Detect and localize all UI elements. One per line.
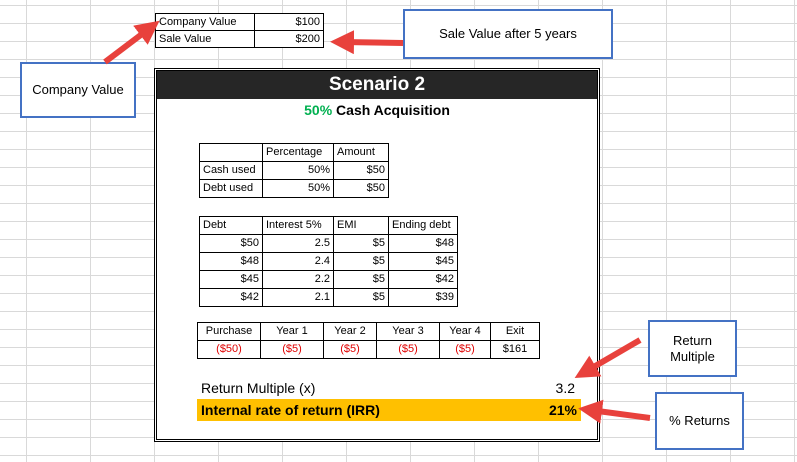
table-header-cell[interactable]: Year 4 — [439, 322, 491, 341]
arrow-icon — [578, 399, 651, 424]
table-row: Company Value $100 — [155, 13, 324, 31]
company-value-callout: Company Value — [20, 62, 136, 118]
table-cell[interactable]: ($5) — [439, 340, 491, 359]
table-row: Percentage Amount — [199, 143, 389, 162]
table-header-cell[interactable]: Ending debt — [388, 216, 458, 235]
irr-value[interactable]: 21% — [548, 402, 577, 418]
return-multiple-row: Return Multiple (x) 3.2 — [199, 377, 581, 399]
table-cell[interactable]: 50% — [262, 179, 334, 198]
irr-label[interactable]: Internal rate of return (IRR) — [201, 402, 380, 418]
returns-callout: % Returns — [655, 392, 744, 450]
arrow-icon — [103, 20, 160, 65]
table-cell[interactable]: $50 — [333, 179, 389, 198]
company-value-table: Company Value $100 Sale Value $200 — [155, 13, 324, 48]
funding-mix-table: Percentage Amount Cash used 50% $50 Debt… — [199, 143, 389, 198]
table-cell[interactable]: $5 — [333, 252, 389, 271]
table-cell[interactable]: ($50) — [197, 340, 261, 359]
sale-value-cell[interactable]: $200 — [254, 30, 324, 48]
table-row: ($50) ($5) ($5) ($5) ($5) $161 — [197, 340, 540, 359]
subtitle-percent: 50% — [304, 102, 333, 118]
scenario-panel-inner: Scenario 2 50% Cash Acquisition Percenta… — [156, 70, 598, 440]
table-cell[interactable]: $42 — [199, 288, 263, 307]
table-row: Sale Value $200 — [155, 30, 324, 48]
table-cell[interactable]: $39 — [388, 288, 458, 307]
table-row: Debt used 50% $50 — [199, 179, 389, 198]
table-cell[interactable]: $161 — [490, 340, 540, 359]
table-header-cell[interactable]: Debt — [199, 216, 263, 235]
irr-row: Internal rate of return (IRR) 21% — [197, 399, 581, 421]
cash-flow-table: Purchase Year 1 Year 2 Year 3 Year 4 Exi… — [197, 322, 540, 359]
table-row: $42 2.1 $5 $39 — [199, 288, 458, 307]
table-cell[interactable]: ($5) — [323, 340, 377, 359]
return-multiple-value[interactable]: 3.2 — [555, 380, 575, 396]
table-row: $50 2.5 $5 $48 — [199, 234, 458, 253]
scenario-panel: Scenario 2 50% Cash Acquisition Percenta… — [154, 68, 600, 442]
return-multiple-label[interactable]: Return Multiple (x) — [201, 380, 316, 396]
arrow-icon — [574, 337, 642, 379]
sale-value-callout: Sale Value after 5 years — [403, 9, 613, 59]
arrow-icon — [330, 30, 404, 55]
table-cell[interactable]: Cash used — [199, 161, 263, 180]
table-row: $45 2.2 $5 $42 — [199, 270, 458, 289]
subtitle-text: Cash Acquisition — [336, 102, 450, 118]
table-cell[interactable]: $42 — [388, 270, 458, 289]
table-row: Cash used 50% $50 — [199, 161, 389, 180]
return-multiple-callout: Return Multiple — [648, 320, 737, 377]
table-header-cell[interactable]: Amount — [333, 143, 389, 162]
table-header-cell[interactable]: Interest 5% — [262, 216, 334, 235]
table-row: $48 2.4 $5 $45 — [199, 252, 458, 271]
scenario-subtitle: 50% Cash Acquisition — [157, 102, 597, 118]
debt-schedule-table: Debt Interest 5% EMI Ending debt $50 2.5… — [199, 216, 458, 307]
company-value-label[interactable]: Company Value — [155, 13, 255, 31]
table-cell[interactable]: $45 — [199, 270, 263, 289]
scenario-title: Scenario 2 — [157, 71, 597, 99]
table-cell[interactable]: ($5) — [260, 340, 324, 359]
